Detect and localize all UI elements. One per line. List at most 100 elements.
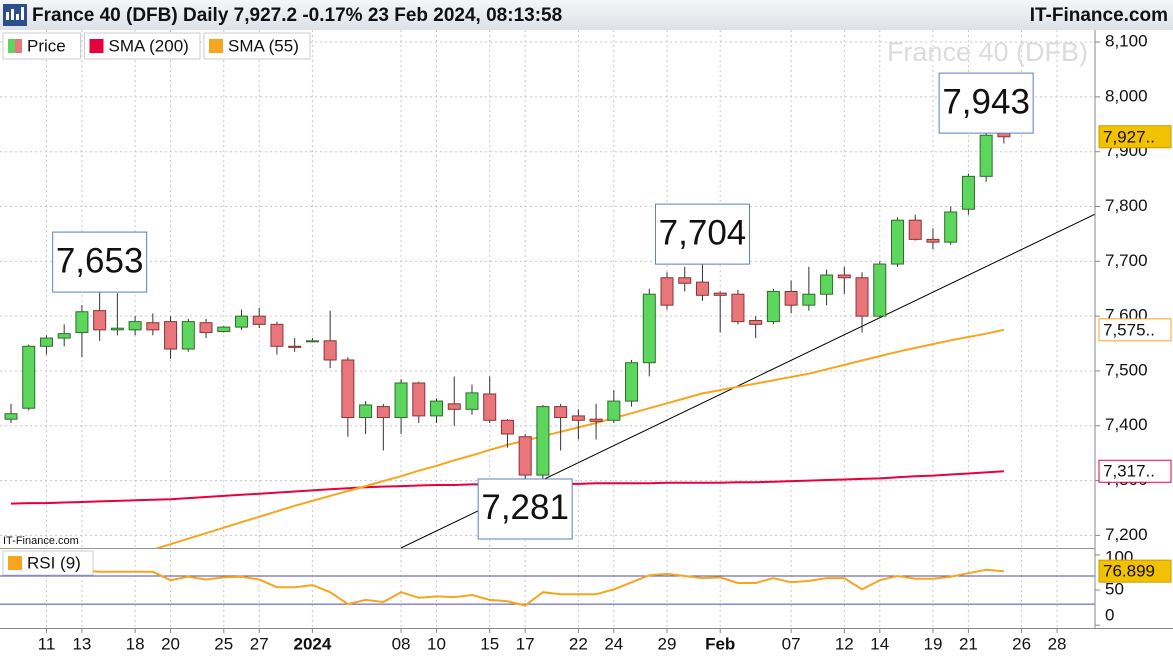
candle-body xyxy=(22,345,36,409)
line xyxy=(10,565,1004,607)
candle-body xyxy=(270,323,284,347)
candle-body xyxy=(75,311,89,334)
x-tick-label: 19 xyxy=(923,634,942,653)
candle-body xyxy=(376,406,390,419)
candle-body xyxy=(908,219,922,240)
y-tick-label: 7,800 xyxy=(1105,196,1148,215)
annotation-box xyxy=(52,231,148,293)
x-tick-label: 07 xyxy=(782,634,801,653)
price-panel xyxy=(4,128,1095,548)
x-tick-label: 24 xyxy=(604,634,623,653)
annotation-label: 7,704 xyxy=(659,213,747,252)
candle-body xyxy=(110,327,124,331)
legend-swatch xyxy=(89,39,104,53)
legend-swatch xyxy=(209,39,223,53)
candle-body xyxy=(855,277,869,317)
candle-body xyxy=(678,277,692,284)
y-tick-label: 7,500 xyxy=(1105,360,1148,379)
candle-body xyxy=(695,281,709,296)
legend-label: SMA (55) xyxy=(228,36,299,55)
x-tick-label: 20 xyxy=(161,634,180,653)
candle-body xyxy=(39,337,53,347)
x-tick-label: 15 xyxy=(480,634,499,653)
candle-body xyxy=(554,406,568,419)
candle-body xyxy=(944,211,958,243)
candle-body xyxy=(589,418,603,422)
y-tick-label: 7,400 xyxy=(1105,415,1148,434)
price-badge-label: 7,927.. xyxy=(1103,127,1155,146)
candle-body xyxy=(234,315,248,328)
x-tick-label: 28 xyxy=(1048,634,1067,653)
candle-body xyxy=(500,419,514,435)
candle-body xyxy=(713,292,727,296)
x-tick-label: 13 xyxy=(72,634,91,653)
overlay: 7,653 7,704 7,281 7,943 xyxy=(52,72,1034,540)
candle-body xyxy=(837,274,851,279)
candle-body xyxy=(660,277,674,306)
x-tick-label: 18 xyxy=(126,634,145,653)
x-tick-label: 10 xyxy=(427,634,446,653)
candle-body xyxy=(288,345,302,348)
x-tick-label: 26 xyxy=(1012,634,1031,653)
candle-body xyxy=(394,382,408,419)
annotation-label: 7,653 xyxy=(56,241,144,280)
candle-body xyxy=(359,404,373,419)
candle-body xyxy=(802,293,816,306)
legend-label: RSI (9) xyxy=(27,553,81,572)
x-tick-label: 27 xyxy=(250,634,269,653)
candle-body xyxy=(891,219,904,265)
legend-box xyxy=(2,32,81,60)
candle-body xyxy=(518,436,532,476)
x-tick-label: 25 xyxy=(214,634,233,653)
candle-body xyxy=(181,321,195,350)
candle-body xyxy=(607,400,621,421)
candle-body xyxy=(341,359,355,419)
candle-body xyxy=(57,333,71,339)
candle-body xyxy=(483,393,497,421)
annotation-box xyxy=(477,478,573,540)
candle-body xyxy=(217,326,231,332)
x-tick-label: 22 xyxy=(569,634,588,653)
price-badge xyxy=(1098,459,1172,483)
candle-body xyxy=(146,322,160,331)
x-tick-label: 2024 xyxy=(293,634,331,653)
candle-body xyxy=(784,290,798,306)
legend-label: Price xyxy=(27,36,66,55)
x-tick-label: 12 xyxy=(835,634,854,653)
demo-icon xyxy=(3,4,27,26)
legend-swatch xyxy=(8,39,15,53)
x-tick-label: 11 xyxy=(38,634,56,653)
candle-body xyxy=(4,413,18,420)
x-tick-label: Feb xyxy=(705,634,735,653)
price-badge xyxy=(1098,125,1172,149)
chart-title: France 40 (DFB) Daily 7,927.2 -0.17% 23 … xyxy=(32,5,562,26)
candle-body xyxy=(305,340,319,343)
candle-body xyxy=(323,340,337,361)
candle-body xyxy=(961,175,975,210)
y-tick-label: 8,000 xyxy=(1105,86,1148,105)
watermark: France 40 (DFB) xyxy=(887,37,1088,67)
annotation-box xyxy=(654,203,750,265)
legend: Price SMA (200) SMA (55) xyxy=(2,32,311,60)
rsi-badge xyxy=(1098,559,1172,583)
header-bar xyxy=(0,0,1173,30)
candle-body xyxy=(93,310,107,331)
candle-body xyxy=(465,392,479,410)
x-tick-label: 29 xyxy=(658,634,677,653)
candle-body xyxy=(625,362,639,402)
y-tick-label: 7,700 xyxy=(1105,251,1148,270)
candle-body xyxy=(128,321,142,331)
annotation-label: 7,281 xyxy=(481,488,569,527)
rsi-badge-label: 76.899 xyxy=(1103,562,1155,581)
candle-body xyxy=(642,293,656,364)
candle-body xyxy=(731,293,745,323)
x-tick-label: 21 xyxy=(959,634,978,653)
source: IT-Finance.com xyxy=(1030,5,1168,26)
candle-body xyxy=(199,322,213,334)
legend-box xyxy=(84,32,201,60)
x-tick-label: 17 xyxy=(516,634,535,653)
candle-body xyxy=(412,382,426,417)
candle-body xyxy=(536,406,550,476)
x-tick-label: 14 xyxy=(870,634,889,653)
